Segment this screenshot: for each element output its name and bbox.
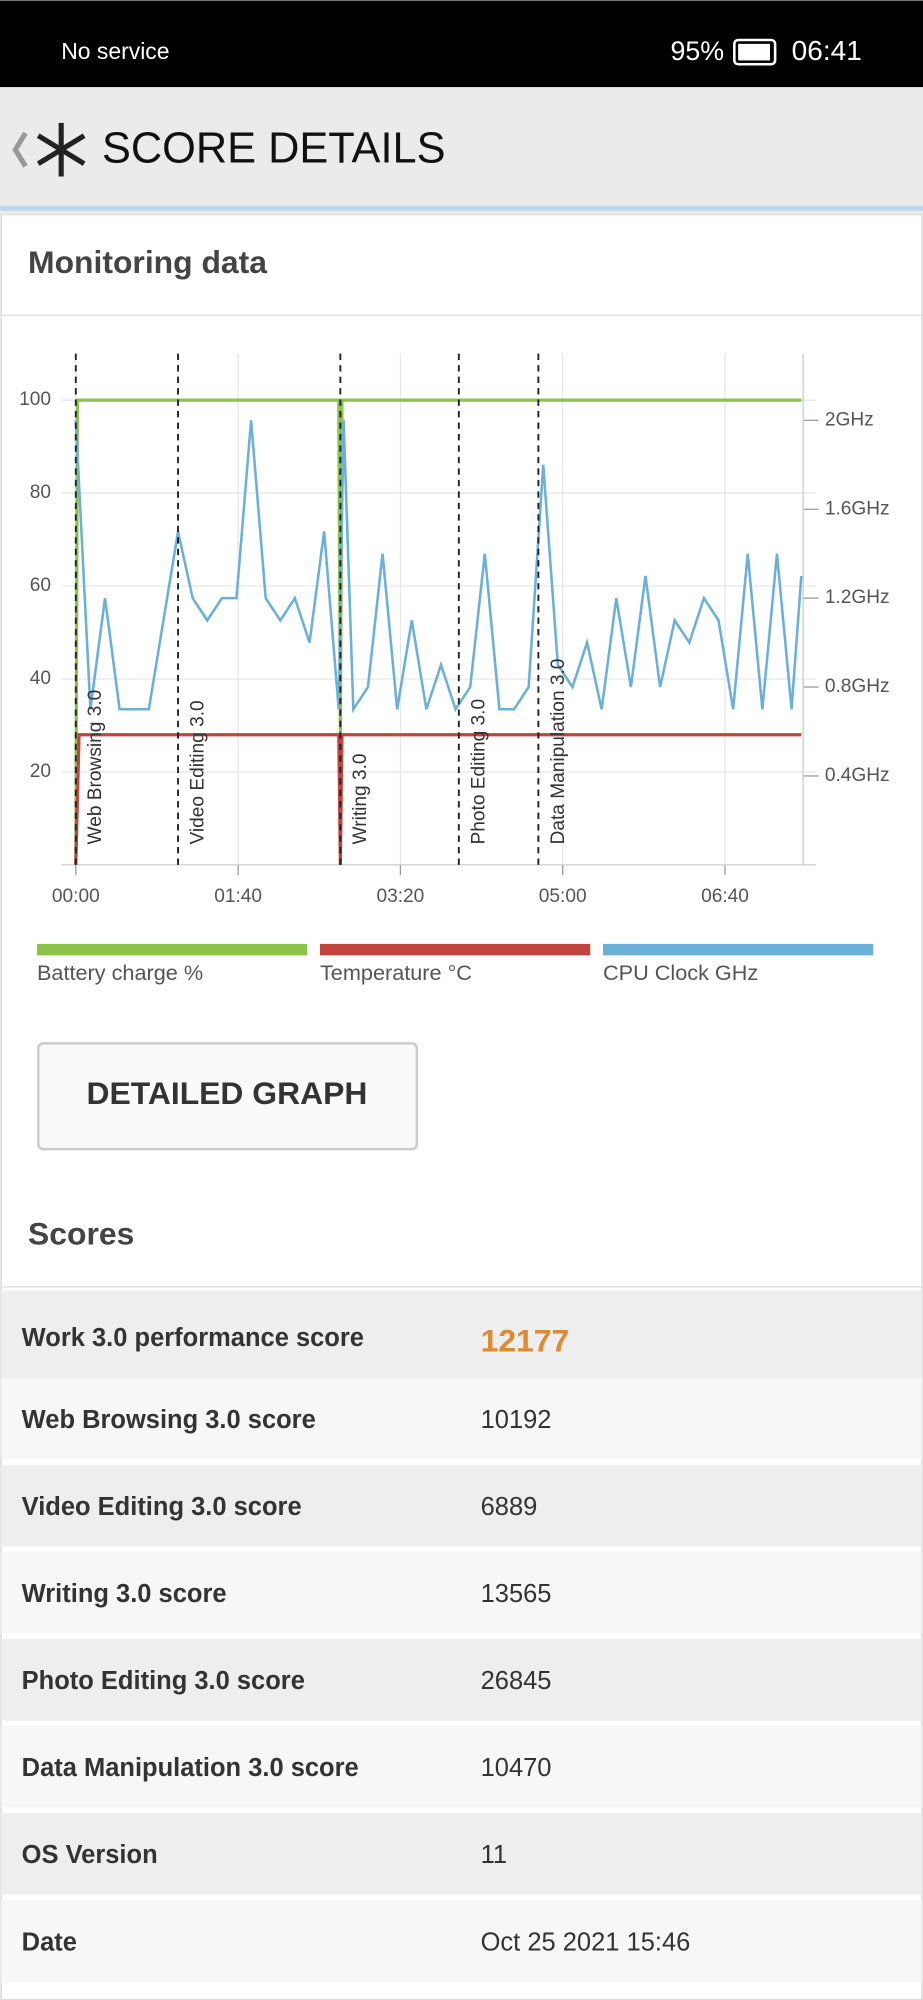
y2-tick-label: 2GHz [825, 409, 874, 430]
y-tick-label: 80 [30, 482, 51, 503]
series-line [74, 398, 802, 865]
score-row [1, 1638, 922, 1721]
monitoring-chart: 20 40 60 80 100 00:00 01:40 03:20 05:00 06:40 0.4G… [19, 353, 890, 985]
score-value: 10470 [481, 1754, 552, 1782]
score-row [1, 1726, 922, 1808]
y2-tick-label: 1.6GHz [825, 498, 890, 519]
score-row [1, 1551, 922, 1634]
app-bar [0, 87, 923, 208]
section-title: Monitoring data [28, 244, 267, 280]
scores-table: Work 3.0 performance score 12177 Web Brows… [1, 1290, 922, 1982]
x-tick-label: 00:00 [52, 886, 100, 907]
battery-level: 95% [671, 36, 725, 66]
plot-area [61, 353, 816, 865]
legend-label: Battery charge % [37, 960, 203, 985]
y-tick-label: 100 [19, 389, 51, 410]
y2-tick-label: 0.4GHz [825, 765, 890, 786]
detailed-graph-button[interactable] [36, 1042, 419, 1151]
marker-label: Video Editing 3.0 [187, 700, 208, 844]
score-label: Web Browsing 3.0 score [22, 1406, 316, 1434]
battery-fill [738, 43, 771, 61]
x-tick-label: 01:40 [214, 886, 262, 907]
score-value: 26845 [481, 1667, 552, 1695]
y-tick-label: 60 [30, 575, 51, 596]
y-tick-label: 20 [30, 761, 51, 782]
score-label: Date [22, 1928, 77, 1956]
score-row [1, 1813, 922, 1895]
score-label: Video Editing 3.0 score [22, 1493, 302, 1521]
page-title: SCORE DETAILS [102, 124, 446, 172]
y2-tick-label: 1.2GHz [825, 587, 890, 608]
legend-swatch [603, 943, 874, 956]
app-bar-shadow [0, 205, 923, 211]
legend-label: CPU Clock GHz [603, 960, 758, 985]
marker-label: Web Browsing 3.0 [85, 690, 106, 845]
score-label: Writing 3.0 score [22, 1580, 227, 1608]
score-row [1, 1900, 922, 1982]
section-title: Scores [28, 1215, 134, 1251]
marker-label: Photo Editing 3.0 [468, 699, 489, 845]
series-line [74, 420, 803, 714]
score-row [1, 1290, 922, 1386]
clock: 06:41 [792, 35, 862, 66]
series-line [74, 733, 802, 865]
score-value: 12177 [481, 1322, 570, 1358]
carrier: No service [61, 38, 169, 64]
battery-icon [733, 38, 777, 66]
score-value: 6889 [481, 1493, 538, 1521]
legend-swatch [319, 943, 591, 956]
back-button[interactable] [12, 131, 28, 168]
score-value: Oct 25 2021 15:46 [481, 1928, 691, 1956]
score-value: 11 [481, 1841, 507, 1869]
score-label: OS Version [22, 1841, 158, 1869]
x-tick-label: 05:00 [539, 886, 587, 907]
score-value: 10192 [481, 1406, 552, 1434]
x-tick-label: 03:20 [376, 886, 424, 907]
y-tick-label: 40 [30, 668, 51, 689]
x-tick-label: 06:40 [701, 886, 749, 907]
app-icon [36, 122, 86, 177]
score-label: Photo Editing 3.0 score [22, 1667, 305, 1695]
score-row [1, 1464, 922, 1547]
score-value: 13565 [481, 1580, 552, 1608]
y2-tick-label: 0.8GHz [825, 676, 890, 697]
legend-label: Temperature °C [320, 960, 472, 985]
score-row [1, 1377, 922, 1460]
marker-label: Data Manipulation 3.0 [548, 659, 569, 845]
score-label: Data Manipulation 3.0 score [22, 1754, 359, 1782]
score-label: Work 3.0 performance score [22, 1324, 364, 1352]
marker-label: Writing 3.0 [350, 753, 371, 844]
legend-swatch [36, 943, 308, 956]
button-label: DETAILED GRAPH [87, 1075, 368, 1111]
